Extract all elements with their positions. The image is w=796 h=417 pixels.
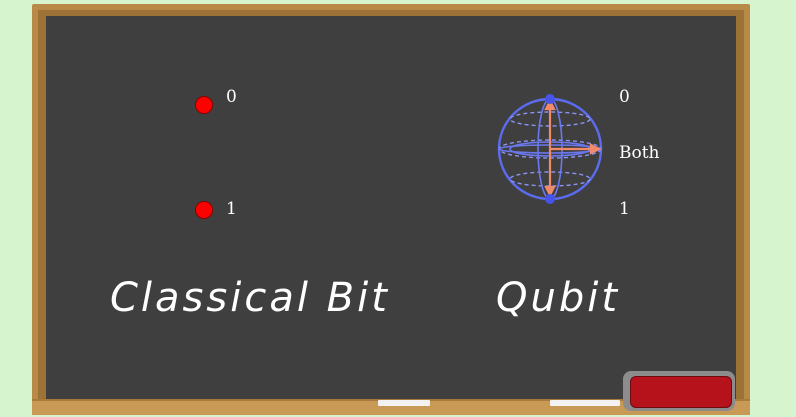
classical-bit-state-0-label: 0 — [226, 87, 237, 107]
qubit-state-1-label: 1 — [619, 199, 630, 219]
qubit-title: Qubit — [496, 275, 621, 321]
classical-bit-title: Classical Bit — [110, 275, 390, 321]
qubit-both-label: Both — [619, 143, 660, 163]
chalk-piece — [378, 400, 430, 406]
qubit-state-0-label: 0 — [619, 87, 630, 107]
chalk-piece — [550, 400, 620, 406]
classical-bit-state-0-dot — [195, 96, 213, 114]
bloch-sphere-icon — [497, 94, 603, 204]
classical-bit-state-1-label: 1 — [226, 199, 237, 219]
classical-bit-state-1-dot — [195, 201, 213, 219]
chalkboard — [46, 16, 736, 401]
eraser — [630, 376, 732, 408]
